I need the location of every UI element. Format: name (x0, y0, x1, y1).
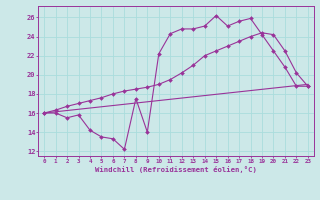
X-axis label: Windchill (Refroidissement éolien,°C): Windchill (Refroidissement éolien,°C) (95, 166, 257, 173)
